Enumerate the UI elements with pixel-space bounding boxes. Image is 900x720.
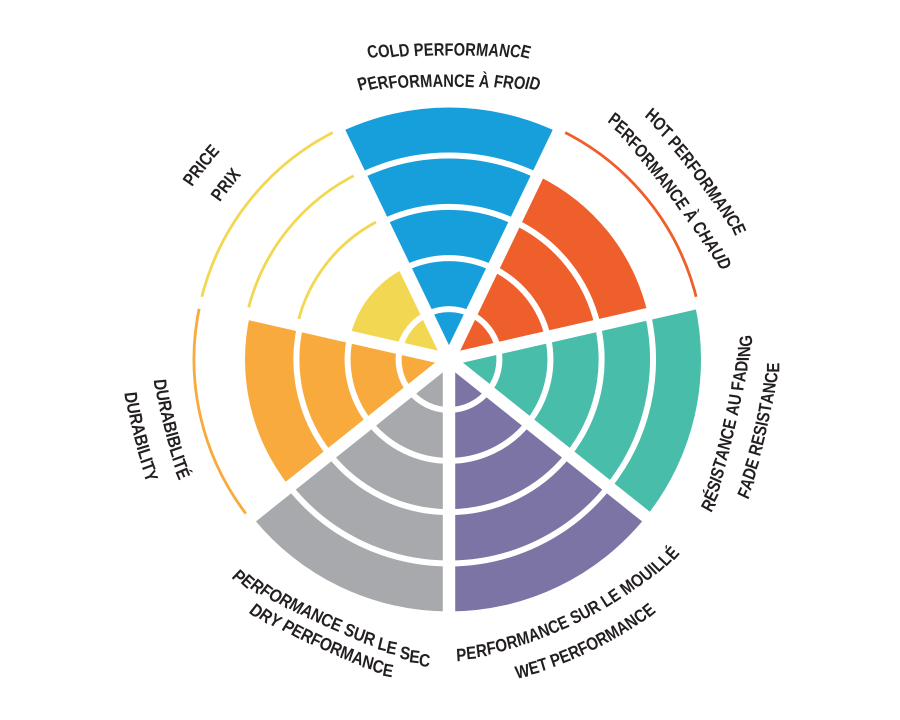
svg-text:N: N [443,72,454,92]
svg-text:C: C [418,650,431,671]
svg-text:R: R [376,72,391,94]
svg-text:D: D [398,40,411,61]
svg-text:F: F [492,72,504,93]
svg-text:R: R [465,40,477,60]
svg-text:M: M [514,627,532,650]
svg-text:U: U [122,401,144,415]
svg-text:I: I [733,357,754,361]
svg-text:A: A [127,422,149,437]
svg-text:S: S [749,423,771,437]
svg-text:L: L [388,41,400,62]
svg-text:I: I [162,430,183,439]
svg-text:C: C [454,71,465,91]
svg-text:E: E [408,646,421,667]
svg-text:B: B [159,419,181,435]
svg-text:R: R [154,399,176,413]
svg-text:I: I [136,455,157,466]
svg-text:E: E [763,362,784,372]
svg-text:F: F [485,637,497,659]
svg-text:P: P [456,644,467,665]
svg-text:W: W [513,660,532,683]
svg-text:G: G [735,335,756,348]
svg-text:A: A [756,392,778,405]
svg-text:E: E [366,73,380,95]
svg-text:D: D [150,378,171,391]
svg-text:E: E [718,417,740,431]
svg-text:F: F [727,381,748,392]
svg-text:C: C [508,41,523,63]
svg-text:À: À [478,70,491,92]
svg-text:I: I [168,453,189,464]
svg-text:O: O [376,41,391,63]
svg-text:N: N [498,41,512,62]
svg-text:D: D [731,360,752,371]
svg-text:E: E [464,71,475,91]
svg-text:A: A [350,647,367,670]
svg-text:A: A [722,403,744,417]
svg-text:E: E [465,642,477,663]
svg-text:P: P [413,40,425,61]
svg-text:C: C [365,41,380,63]
svg-text:S: S [752,410,774,423]
svg-text:N: N [734,346,755,357]
svg-text:D: D [120,391,142,404]
svg-text:I: I [132,443,153,453]
svg-text:S: S [398,642,411,664]
svg-text:R: R [408,71,421,92]
svg-text:E: E [423,40,434,60]
svg-text:C: C [761,372,782,384]
svg-text:U: U [152,389,174,403]
svg-text:E: E [385,637,399,659]
svg-text:M: M [338,642,357,665]
svg-text:B: B [130,432,153,448]
svg-text:U: U [724,393,746,407]
svg-text:F: F [387,72,399,93]
svg-text:R: R [433,40,444,60]
svg-text:F: F [445,40,454,60]
svg-text:E: E [519,41,533,63]
svg-text:I: I [751,420,772,428]
svg-text:A: A [729,370,750,382]
svg-text:R: R [501,72,515,93]
svg-text:O: O [396,72,410,93]
svg-text:O: O [494,634,509,656]
svg-text:N: N [759,382,780,394]
svg-text:M: M [419,71,433,92]
svg-text:N: N [360,651,376,674]
svg-text:A: A [487,40,500,61]
svg-text:R: R [125,412,147,427]
svg-text:A: A [432,71,443,91]
svg-text:A: A [156,409,178,424]
svg-text:L: L [376,633,390,655]
svg-text:R: R [361,628,377,651]
svg-text:I: I [523,74,532,94]
svg-text:E: E [381,660,395,682]
svg-text:R: R [504,631,519,654]
svg-text:C: C [716,426,739,442]
svg-text:R: R [475,640,488,662]
svg-text:M: M [475,40,489,61]
svg-text:T: T [754,402,776,414]
svg-text:C: C [371,656,386,678]
svg-text:O: O [512,72,528,94]
svg-text:O: O [453,40,465,60]
